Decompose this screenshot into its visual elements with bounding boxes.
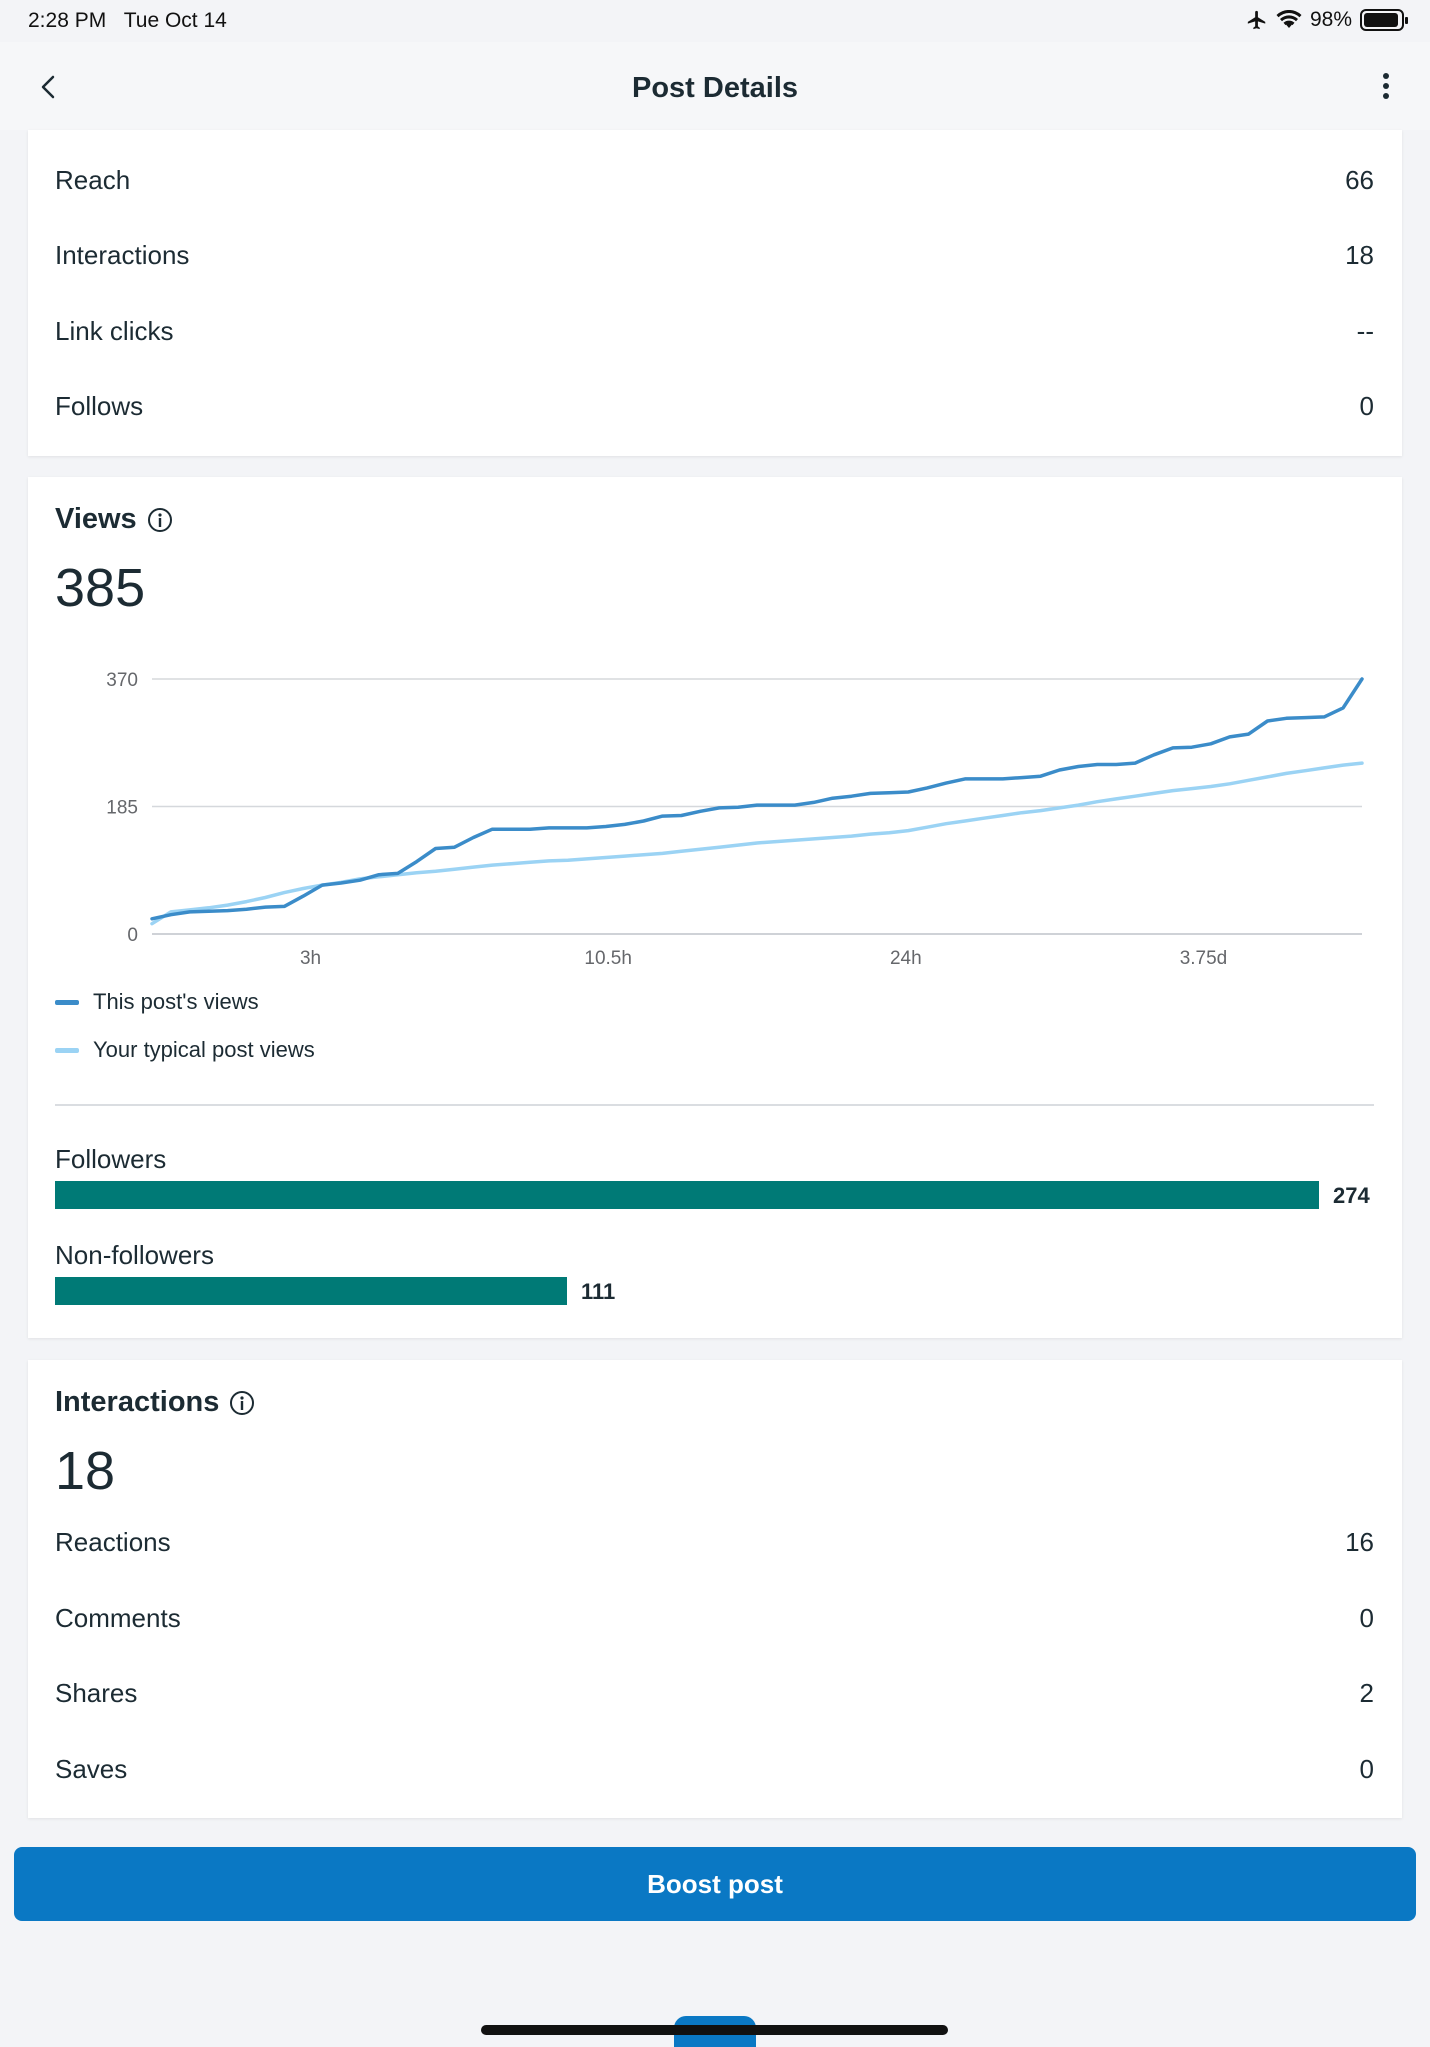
- metric-row-reach: Reach 66: [55, 160, 1374, 200]
- metric-label: Shares: [55, 1677, 138, 1708]
- views-card: Views 385 370 185 0 3h 10.5h 24h 3.75d This po…: [28, 477, 1402, 1338]
- info-icon[interactable]: [229, 1390, 255, 1416]
- metric-value: 2: [1359, 1677, 1374, 1708]
- metric-row-follows: Follows 0: [55, 386, 1374, 426]
- views-title: Views: [55, 503, 137, 535]
- battery-icon: [1360, 9, 1408, 31]
- metric-row-saves: Saves 0: [55, 1749, 1374, 1789]
- views-line-chart: 370 185 0 3h 10.5h 24h 3.75d: [106, 670, 1364, 969]
- metric-row-comments: Comments 0: [55, 1598, 1374, 1638]
- non-followers-value: 111: [581, 1279, 616, 1304]
- metric-label: Reactions: [55, 1526, 171, 1557]
- metric-label: Saves: [55, 1753, 128, 1784]
- metric-value: 0: [1359, 1602, 1374, 1633]
- status-indicators: 98%: [1246, 8, 1408, 32]
- y-tick-label: 0: [127, 925, 138, 946]
- metric-value: 66: [1345, 164, 1374, 195]
- views-section-title: Views: [55, 503, 173, 536]
- metric-value: 0: [1359, 390, 1374, 421]
- boost-post-button[interactable]: Boost post: [14, 1847, 1416, 1921]
- divider: [55, 1104, 1374, 1106]
- legend-swatch: [55, 1047, 79, 1053]
- back-icon[interactable]: [34, 72, 64, 102]
- legend-typical-post: Your typical post views: [55, 1037, 315, 1063]
- metric-label: Interactions: [55, 239, 190, 270]
- interactions-title: Interactions: [55, 1386, 220, 1418]
- metric-label: Reach: [55, 164, 131, 195]
- page-title: Post Details: [632, 72, 798, 104]
- home-indicator[interactable]: [481, 2025, 948, 2035]
- airplane-mode-icon: [1247, 10, 1266, 30]
- legend-swatch: [55, 999, 79, 1005]
- interactions-section-title: Interactions: [55, 1386, 255, 1419]
- metric-label: Follows: [55, 390, 144, 421]
- wifi-icon: [1276, 10, 1302, 28]
- x-tick-label: 3h: [300, 948, 321, 969]
- non-followers-bar: [55, 1277, 567, 1305]
- x-tick-label: 24h: [890, 948, 922, 969]
- metric-row-reactions: Reactions 16: [55, 1522, 1374, 1562]
- metric-label: Link clicks: [55, 315, 174, 346]
- overview-card: Reach 66 Interactions 18 Link clicks -- …: [28, 130, 1402, 456]
- legend-label: Your typical post views: [93, 1037, 315, 1062]
- legend-label: This post's views: [93, 989, 259, 1014]
- metric-row-link-clicks: Link clicks --: [55, 311, 1374, 351]
- metric-value: --: [1356, 315, 1374, 346]
- y-tick-label: 370: [106, 670, 138, 691]
- metric-label: Comments: [55, 1602, 181, 1633]
- metric-value: 0: [1359, 1753, 1374, 1784]
- battery-percent: 98%: [1309, 8, 1352, 31]
- views-total: 385: [55, 558, 146, 618]
- series-line-typical: [150, 761, 1364, 926]
- x-tick-label: 3.75d: [1180, 948, 1228, 969]
- y-tick-label: 185: [106, 798, 138, 819]
- series-line-this-post: [150, 677, 1364, 921]
- interactions-total: 18: [55, 1441, 116, 1501]
- followers-value: 274: [1333, 1183, 1370, 1208]
- more-options-icon[interactable]: [1376, 68, 1396, 104]
- metric-value: 16: [1345, 1526, 1374, 1557]
- interactions-card: Interactions 18 Reactions 16 Comments 0 …: [28, 1360, 1402, 1818]
- status-time: 2:28 PM Tue Oct 14: [28, 9, 227, 32]
- status-bar: 2:28 PM Tue Oct 14 98%: [0, 0, 1430, 42]
- metric-row-shares: Shares 2: [55, 1673, 1374, 1713]
- metric-row-interactions: Interactions 18: [55, 235, 1374, 275]
- followers-label: Followers: [55, 1144, 167, 1174]
- non-followers-label: Non-followers: [55, 1240, 214, 1270]
- metric-value: 18: [1345, 239, 1374, 270]
- nav-header: Post Details: [0, 42, 1430, 130]
- followers-bar: [55, 1181, 1319, 1209]
- x-tick-label: 10.5h: [584, 948, 632, 969]
- legend-this-post: This post's views: [55, 989, 259, 1015]
- info-icon[interactable]: [147, 507, 173, 533]
